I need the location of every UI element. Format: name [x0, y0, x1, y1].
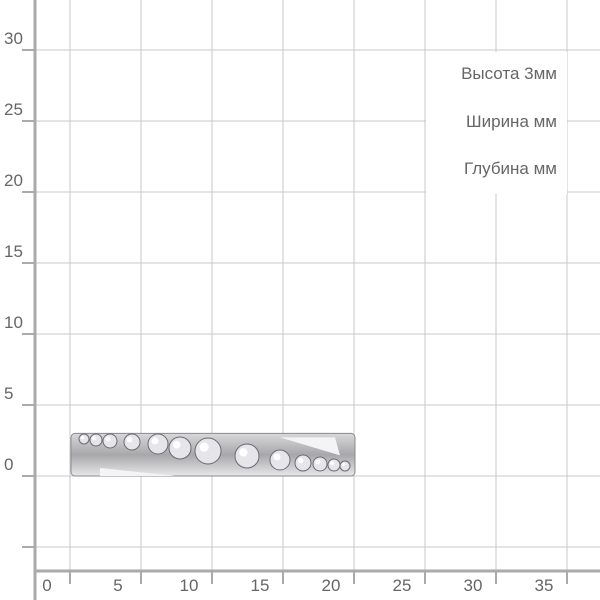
- stone: [312, 456, 328, 472]
- stone: [168, 436, 192, 460]
- dimensions-panel: Высота 3мм Ширина мм Глубина мм: [426, 52, 567, 194]
- ring-highlight: [280, 437, 340, 456]
- x-tick-label: 0: [42, 576, 52, 595]
- stone-sparkle: [273, 453, 281, 461]
- stone: [147, 433, 169, 455]
- stone-sparkle: [151, 437, 159, 445]
- x-tick-label: 35: [534, 576, 554, 595]
- y-tick-label: 15: [4, 242, 23, 261]
- stone-sparkle: [172, 440, 181, 449]
- stone: [78, 433, 90, 445]
- height-label: Высота 3мм: [461, 64, 557, 83]
- stone: [194, 437, 222, 465]
- x-tick-label: 10: [179, 576, 199, 595]
- stone: [294, 454, 312, 472]
- stone-sparkle: [80, 435, 85, 440]
- stone-sparkle: [297, 457, 304, 464]
- stone-sparkle: [341, 462, 346, 467]
- y-tick-label: 10: [4, 313, 23, 332]
- x-tick-label: 15: [250, 576, 270, 595]
- x-tick-label: 25: [392, 576, 412, 595]
- x-tick-label: 20: [321, 576, 341, 595]
- stone-sparkle: [126, 436, 133, 443]
- stone: [339, 460, 351, 472]
- x-tick-label: 30: [463, 576, 483, 595]
- y-tick-label: 25: [4, 100, 23, 119]
- depth-label: Глубина мм: [463, 159, 557, 178]
- stone-sparkle: [239, 448, 248, 457]
- stone: [123, 433, 141, 451]
- stone: [89, 433, 103, 447]
- stone-sparkle: [199, 442, 209, 452]
- stone: [327, 458, 341, 472]
- stone: [102, 433, 118, 449]
- y-tick-label: 5: [4, 384, 14, 403]
- x-tick-label: 5: [113, 576, 123, 595]
- stone: [234, 443, 260, 469]
- stone-sparkle: [315, 459, 321, 465]
- y-tick-label: 20: [4, 171, 23, 190]
- ring-highlight: [100, 468, 175, 476]
- stone: [269, 449, 291, 471]
- y-tick-label: 30: [4, 29, 23, 48]
- width-label: Ширина мм: [466, 112, 557, 131]
- stone-sparkle: [330, 461, 335, 466]
- stone-sparkle: [92, 436, 97, 441]
- y-tick-label: 0: [4, 455, 14, 474]
- stone-sparkle: [105, 436, 111, 442]
